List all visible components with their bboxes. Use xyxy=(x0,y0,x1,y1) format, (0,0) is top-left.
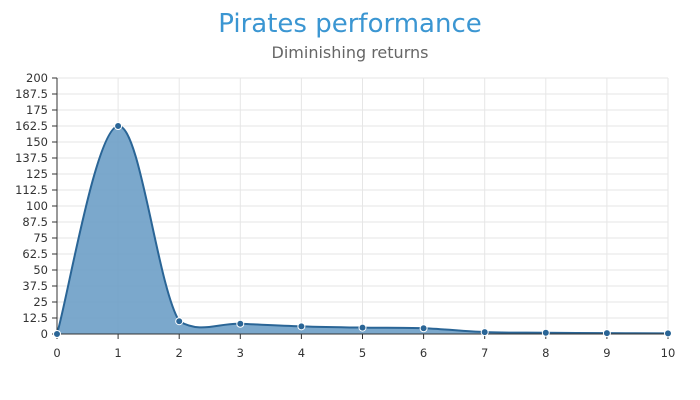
data-point xyxy=(236,319,245,328)
data-point xyxy=(297,322,306,331)
data-point xyxy=(53,330,61,338)
data-point xyxy=(419,324,428,333)
data-point xyxy=(664,329,672,338)
x-tick-label: 6 xyxy=(420,346,427,360)
chart-subtitle: Diminishing returns xyxy=(271,43,429,62)
data-point xyxy=(358,323,367,332)
data-point xyxy=(114,122,123,130)
y-tick-label: 150 xyxy=(26,135,48,149)
x-tick-label: 10 xyxy=(661,346,676,360)
y-tick-label: 62.5 xyxy=(22,247,48,261)
x-tick-label: 3 xyxy=(237,346,244,360)
x-tick-label: 8 xyxy=(542,346,549,360)
x-tick-label: 1 xyxy=(114,346,121,360)
data-point xyxy=(541,328,550,337)
y-tick-label: 112.5 xyxy=(15,183,48,197)
data-point xyxy=(175,317,184,326)
x-tick-label: 7 xyxy=(481,346,488,360)
y-tick-label: 125 xyxy=(26,167,48,181)
y-tick-label: 12.5 xyxy=(22,311,48,325)
y-tick-label: 200 xyxy=(26,71,48,85)
y-tick-label: 175 xyxy=(26,103,48,117)
y-tick-label: 87.5 xyxy=(22,215,48,229)
axis-layer xyxy=(52,77,669,339)
data-point xyxy=(480,328,489,337)
data-point xyxy=(602,329,611,338)
y-tick-label: 50 xyxy=(33,263,48,277)
tick-label-layer: 0 1 2 3 4 5 6 7 8 9 10012.52537.55062.57587.510011… xyxy=(15,71,675,360)
y-tick-label: 162.5 xyxy=(15,119,48,133)
area-fill xyxy=(57,125,668,335)
x-tick-label: 2 xyxy=(176,346,183,360)
chart-title: Pirates performance xyxy=(218,9,482,39)
x-tick-label: 0 xyxy=(53,346,60,360)
x-tick-label: 5 xyxy=(359,346,366,360)
y-tick-label: 0 xyxy=(41,327,48,341)
point-layer xyxy=(53,122,672,338)
x-tick-label: 4 xyxy=(298,346,305,360)
y-tick-label: 75 xyxy=(33,231,48,245)
y-tick-label: 187.5 xyxy=(15,87,48,101)
y-tick-label: 25 xyxy=(33,295,48,309)
y-tick-label: 137.5 xyxy=(15,151,48,165)
y-tick-label: 37.5 xyxy=(22,279,48,293)
x-tick-label: 9 xyxy=(603,346,610,360)
y-tick-label: 100 xyxy=(26,199,48,213)
